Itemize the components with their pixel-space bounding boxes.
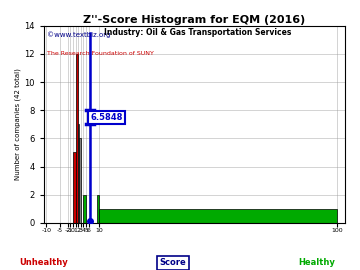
Bar (78, 124, 80, 223)
Title: Z''-Score Histogram for EQM (2016): Z''-Score Histogram for EQM (2016) (83, 15, 306, 25)
Text: Score: Score (159, 258, 186, 267)
Bar (73, 153, 76, 223)
Bar (84, 195, 86, 223)
Text: Healthy: Healthy (298, 258, 335, 267)
Text: 6.5848: 6.5848 (90, 113, 123, 122)
Text: ©www.textbiz.org: ©www.textbiz.org (47, 32, 110, 38)
Text: Industry: Oil & Gas Transportation Services: Industry: Oil & Gas Transportation Servi… (104, 28, 292, 37)
Bar (96, 195, 99, 223)
Bar (99, 209, 337, 223)
Text: The Research Foundation of SUNY: The Research Foundation of SUNY (47, 51, 154, 56)
Y-axis label: Number of companies (42 total): Number of companies (42 total) (15, 68, 22, 180)
Bar (80, 139, 81, 223)
Bar (76, 54, 78, 223)
Text: Unhealthy: Unhealthy (19, 258, 68, 267)
